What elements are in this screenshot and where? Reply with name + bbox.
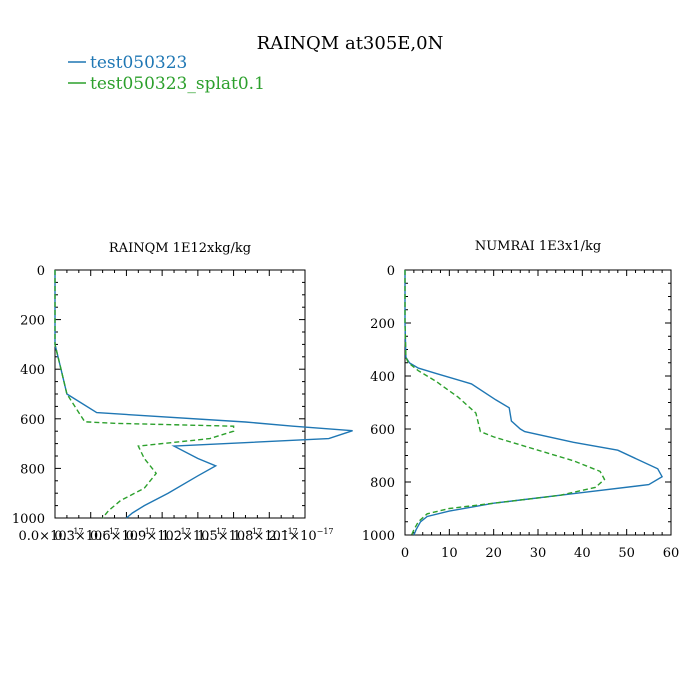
- numrai-ytick-label: 200: [370, 317, 395, 332]
- rainqm-title: RAINQM 1E12xkg/kg: [109, 241, 251, 256]
- rainqm-panel: RAINQM 1E12xkg/kg020040060080010000.0×10…: [12, 241, 353, 544]
- rainqm-series-test050323: [54, 270, 353, 519]
- figure-title: RAINQM at305E,0N: [257, 33, 444, 54]
- numrai-xtick-label: 40: [574, 546, 591, 561]
- numrai-title: NUMRAI 1E3x1/kg: [475, 239, 601, 254]
- rainqm-ytick-label: 400: [20, 363, 45, 378]
- rainqm-ytick-label: 1000: [12, 512, 45, 527]
- legend-label-test050323: test050323: [90, 53, 187, 73]
- rainqm-series-splat: [54, 270, 235, 519]
- legend: test050323 test050323_splat0.1: [68, 53, 265, 94]
- numrai-ytick-label: 800: [370, 476, 395, 491]
- numrai-xtick-label: 50: [618, 546, 635, 561]
- rainqm-ytick-label: 200: [20, 314, 45, 329]
- legend-label-splat: test050323_splat0.1: [90, 74, 265, 94]
- numrai-xtick-label: 10: [441, 546, 458, 561]
- numrai-xtick-label: 30: [530, 546, 547, 561]
- numrai-xtick-label: 60: [663, 546, 680, 561]
- numrai-ytick-label: 400: [370, 370, 395, 385]
- numrai-xtick-label: 20: [485, 546, 502, 561]
- numrai-ytick-label: 600: [370, 423, 395, 438]
- rainqm-ytick-label: 600: [20, 413, 45, 428]
- numrai-xtick-label: 0: [401, 546, 409, 561]
- rainqm-frame: [54, 269, 306, 519]
- rainqm-ytick-label: 0: [37, 264, 45, 279]
- numrai-frame: [404, 269, 672, 536]
- numrai-panel: NUMRAI 1E3x1/kg 0 200 400 600 800 1000 0 10 20 30 4…: [362, 239, 679, 561]
- rainqm-ytick-label: 800: [20, 462, 45, 477]
- numrai-ytick-label: 1000: [362, 529, 395, 544]
- rainqm-xtick-label: 2.1×10−17: [269, 527, 334, 544]
- numrai-series-splat: [404, 270, 606, 536]
- numrai-ytick-label: 0: [387, 264, 395, 279]
- numrai-series-test050323: [404, 270, 664, 536]
